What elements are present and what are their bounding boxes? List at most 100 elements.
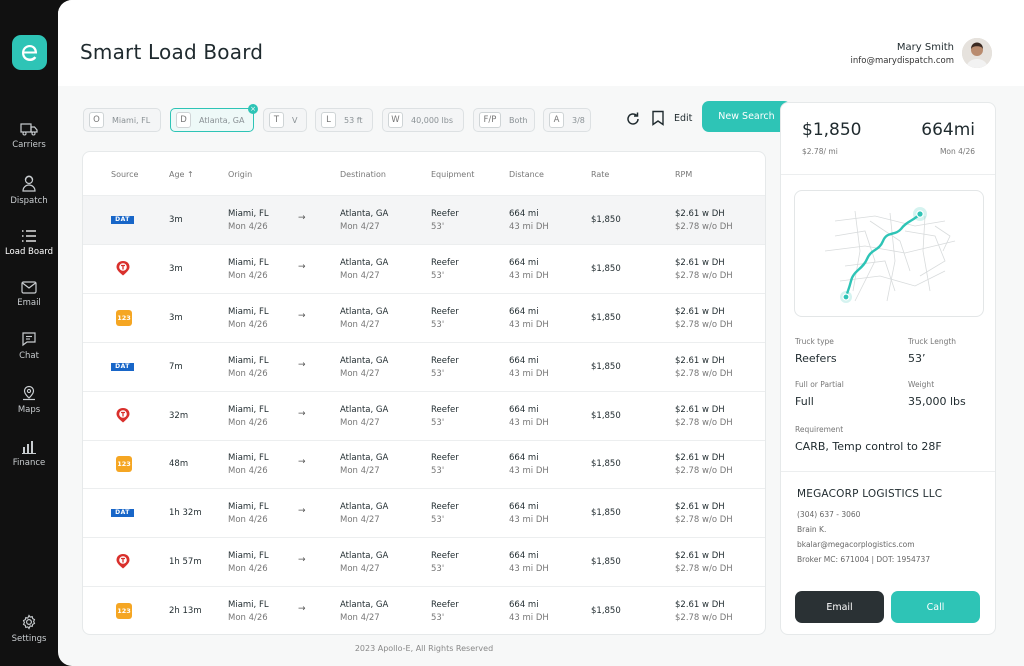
arrow-right-icon: → [298,457,306,467]
filter-full-partial[interactable]: F/P Both [473,108,535,132]
table-row[interactable]: DAT 7m Miami, FL Mon 4/26 → Atlanta, GA Mon 4/… [83,343,765,392]
sidebar-item-carriers[interactable]: Carriers [0,122,58,150]
source-123-logo: 123 [116,456,132,472]
column-header-destination[interactable]: Destination [340,170,386,179]
deadhead-cell: 43 mi DH [509,613,549,623]
edit-button[interactable]: Edit [674,113,693,124]
table-row[interactable]: 1h 57m Miami, FL Mon 4/26 → Atlanta, GA Mon 4… [83,538,765,587]
filter-value: 53 ft [344,115,363,125]
column-header-source[interactable]: Source [111,170,139,179]
rate-cell: $1,850 [591,459,621,469]
column-header-label: Age [169,170,185,179]
destination-cell: Atlanta, GA [340,209,389,219]
distance-cell: 664 mi [509,551,539,561]
detail-date: Mon 4/26 [939,147,975,156]
filter-key: F/P [479,112,501,128]
destination-date-cell: Mon 4/27 [340,564,380,574]
rpm-cell: $2.61 w DH [675,453,725,463]
detail-rate-per-mile: $2.78/ mi [802,147,838,156]
bookmark-icon[interactable] [651,110,665,126]
deadhead-cell: 43 mi DH [509,271,549,281]
sidebar-item-label: Maps [17,405,41,415]
sidebar-item-chat[interactable]: Chat [0,331,58,361]
arrow-right-icon: → [298,213,306,223]
new-search-button[interactable]: New Search [702,101,791,132]
filter-key: O [89,112,104,128]
page-title: Smart Load Board [80,40,264,64]
sidebar-item-email[interactable]: Email [0,281,58,308]
divider [781,471,995,472]
weight-label: Weight [908,380,935,389]
column-header-distance[interactable]: Distance [509,170,544,179]
sidebar-item-finance[interactable]: Finance [0,440,58,468]
filter-type[interactable]: T V [263,108,307,132]
table-row[interactable]: 32m Miami, FL Mon 4/26 → Atlanta, GA Mon 4/27… [83,392,765,441]
route-map[interactable] [794,190,984,317]
filter-bar: O Miami, FL D Atlanta, GA × T V L 53 ft … [83,101,791,132]
user-email: info@marydispatch.com [850,56,955,66]
broker-name: MEGACORP LOGISTICS LLC [797,488,943,500]
app-logo[interactable] [12,35,47,70]
filter-age[interactable]: A 3/8 [543,108,591,132]
distance-cell: 664 mi [509,258,539,268]
rpm-without-dh-cell: $2.78 w/o DH [675,564,733,574]
broker-phone[interactable]: (304) 637 - 3060 [797,510,861,519]
source-tq-icon [116,408,130,423]
destination-cell: Atlanta, GA [340,307,389,317]
origin-cell: Miami, FL [228,307,269,317]
filter-origin[interactable]: O Miami, FL [83,108,161,132]
origin-cell: Miami, FL [228,405,269,415]
equipment-length-cell: 53' [431,222,445,232]
column-header-equipment[interactable]: Equipment [431,170,475,179]
filter-destination[interactable]: D Atlanta, GA × [170,104,258,132]
call-button[interactable]: Call [891,591,980,623]
column-header-origin[interactable]: Origin [228,170,253,179]
equipment-cell: Reefer [431,405,459,415]
arrow-right-icon: → [298,409,306,419]
email-button[interactable]: Email [795,591,884,623]
equipment-cell: Reefer [431,356,459,366]
sidebar-item-dispatch[interactable]: Dispatch [0,175,58,206]
table-row[interactable]: 123 2h 13m Miami, FL Mon 4/26 → Atlanta, GA Mo… [83,587,765,634]
rpm-without-dh-cell: $2.78 w/o DH [675,613,733,623]
column-header-rate[interactable]: Rate [591,170,610,179]
rpm-cell: $2.61 w DH [675,258,725,268]
origin-cell: Miami, FL [228,502,269,512]
sidebar-item-load-board[interactable]: Load Board [0,229,58,257]
requirement-value: CARB, Temp control to 28F [795,440,942,453]
clear-filter-icon[interactable]: × [248,104,258,114]
avatar[interactable] [962,38,992,68]
filter-weight[interactable]: W 40,000 lbs [382,108,464,132]
sidebar-item-label: Settings [11,634,47,644]
column-header-rpm[interactable]: RPM [675,170,693,179]
broker-email[interactable]: bkalar@megacorplogistics.com [797,540,915,549]
arrow-right-icon: → [298,604,306,614]
distance-cell: 664 mi [509,502,539,512]
table-row[interactable]: 3m Miami, FL Mon 4/26 → Atlanta, GA Mon 4/27 R… [83,245,765,294]
origin-date-cell: Mon 4/26 [228,369,268,379]
age-cell: 1h 32m [169,508,202,518]
table-row[interactable]: DAT 3m Miami, FL Mon 4/26 → Atlanta, GA Mon 4/… [83,196,765,245]
rpm-without-dh-cell: $2.78 w/o DH [675,320,733,330]
sort-asc-icon: ↑ [187,170,194,179]
table-row[interactable]: 123 48m Miami, FL Mon 4/26 → Atlanta, GA Mon 4… [83,440,765,489]
age-cell: 3m [169,215,183,225]
distance-cell: 664 mi [509,405,539,415]
sidebar-item-maps[interactable]: Maps [0,385,58,415]
filter-length[interactable]: L 53 ft [315,108,373,132]
origin-cell: Miami, FL [228,453,269,463]
refresh-icon[interactable] [625,111,641,127]
table-row[interactable]: DAT 1h 32m Miami, FL Mon 4/26 → Atlanta, GA Mo… [83,489,765,538]
filter-key: L [321,112,336,128]
sidebar: Carriers Dispatch Load Board Email Chat … [0,0,58,666]
requirement-label: Requirement [795,425,844,434]
filter-key: A [549,112,564,128]
sidebar-item-settings[interactable]: Settings [0,614,58,644]
column-header-age[interactable]: Age ↑ [169,170,194,179]
age-cell: 32m [169,411,189,421]
table-row[interactable]: 123 3m Miami, FL Mon 4/26 → Atlanta, GA Mon 4/… [83,294,765,343]
filter-value: V [292,115,298,125]
deadhead-cell: 43 mi DH [509,369,549,379]
equipment-cell: Reefer [431,551,459,561]
equipment-cell: Reefer [431,209,459,219]
